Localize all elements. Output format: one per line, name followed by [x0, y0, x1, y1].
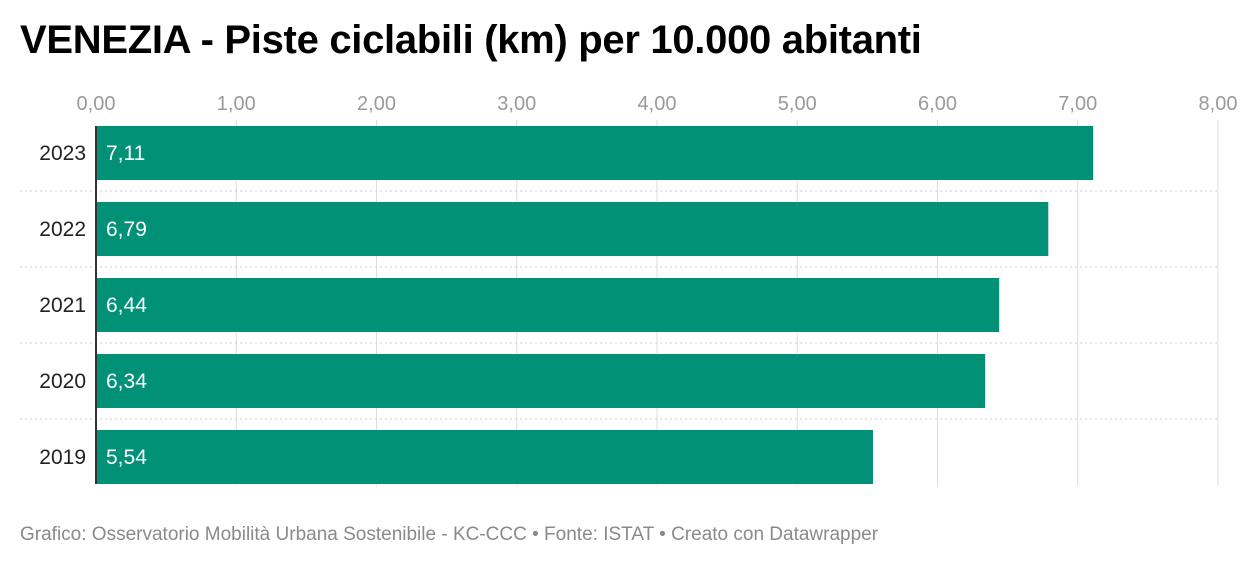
chart-footer: Grafico: Osservatorio Mobilità Urbana So… [20, 524, 879, 545]
x-tick-label: 2,00 [357, 93, 396, 115]
x-axis-ticks: 0,00 1,00 2,00 3,00 4,00 5,00 6,00 7,00 8,00 [77, 93, 1238, 115]
y-axis-categories: 2023 2022 2021 2020 2019 [39, 142, 86, 469]
bar [96, 354, 986, 408]
x-tick-label: 4,00 [638, 93, 677, 115]
bar-value-label: 6,34 [106, 370, 147, 393]
bar-chart: 0,00 1,00 2,00 3,00 4,00 5,00 6,00 7,00 8,00 7,1… [20, 93, 1238, 486]
x-tick-label: 5,00 [778, 93, 817, 115]
category-label: 2021 [39, 294, 86, 317]
category-label: 2022 [39, 218, 86, 241]
x-tick-label: 1,00 [217, 93, 256, 115]
x-tick-label: 3,00 [497, 93, 536, 115]
bar-value-label: 5,54 [106, 446, 147, 469]
bars: 7,11 6,79 6,44 6,34 5,54 [96, 126, 1094, 484]
category-label: 2023 [39, 142, 86, 165]
bar-value-label: 7,11 [106, 142, 145, 165]
bar [96, 126, 1094, 180]
bar [96, 202, 1049, 256]
chart-title: VENEZIA - Piste ciclabili (km) per 10.00… [20, 18, 922, 62]
x-tick-label: 8,00 [1199, 93, 1238, 115]
category-label: 2019 [39, 446, 86, 469]
category-label: 2020 [39, 370, 86, 393]
x-tick-label: 0,00 [77, 93, 116, 115]
bar-value-label: 6,79 [106, 218, 147, 241]
x-tick-label: 7,00 [1058, 93, 1097, 115]
bar [96, 430, 873, 484]
bar [96, 278, 1000, 332]
x-tick-label: 6,00 [918, 93, 957, 115]
bar-value-label: 6,44 [106, 294, 147, 317]
